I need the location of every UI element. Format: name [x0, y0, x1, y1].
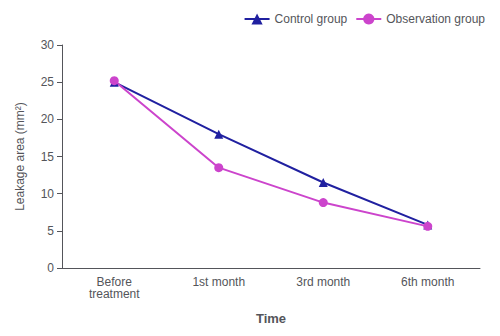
svg-text:6th month: 6th month: [401, 275, 454, 289]
svg-text:Control group: Control group: [275, 12, 348, 26]
svg-text:10: 10: [41, 187, 55, 201]
svg-text:1st month: 1st month: [192, 275, 245, 289]
svg-text:15: 15: [41, 150, 55, 164]
svg-text:5: 5: [47, 224, 54, 238]
svg-text:20: 20: [41, 112, 55, 126]
svg-text:Before: Before: [96, 275, 132, 289]
svg-text:3rd month: 3rd month: [296, 275, 350, 289]
svg-text:0: 0: [47, 261, 54, 275]
svg-text:Time: Time: [256, 311, 286, 326]
svg-text:Leakage area (mm²): Leakage area (mm²): [13, 102, 27, 211]
svg-text:treatment: treatment: [89, 287, 140, 301]
svg-text:25: 25: [41, 75, 55, 89]
svg-text:30: 30: [41, 38, 55, 52]
svg-text:Observation group: Observation group: [386, 12, 485, 26]
